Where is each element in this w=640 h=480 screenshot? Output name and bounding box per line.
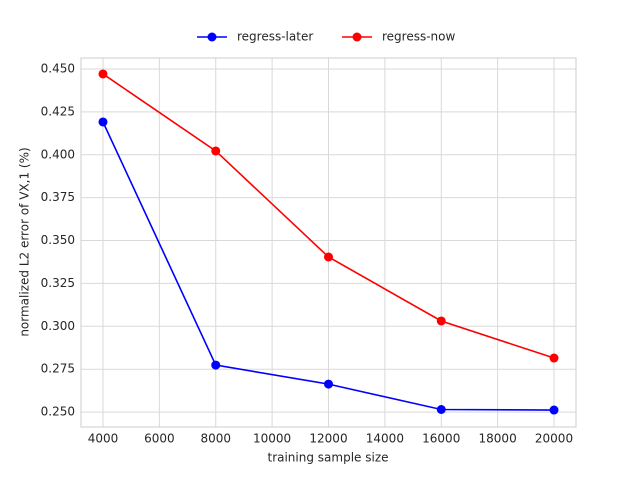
x-axis-label: training sample size <box>267 451 388 465</box>
point <box>211 146 221 156</box>
legend-label: regress-later <box>237 30 313 44</box>
point <box>549 353 559 363</box>
x-tick-label: 16000 <box>422 432 460 446</box>
y-tick-label: 0.400 <box>41 147 75 161</box>
point <box>324 252 333 262</box>
point <box>98 69 108 79</box>
y-tick-label: 0.425 <box>41 104 75 118</box>
y-tick-label: 0.375 <box>41 190 75 204</box>
x-tick-label: 20000 <box>535 432 573 446</box>
y-tick-label: 0.275 <box>41 362 75 376</box>
y-tick-label: 0.250 <box>41 405 75 419</box>
point <box>211 360 221 370</box>
y-axis-label: normalized L2 error of VX,1 (%) <box>18 147 32 336</box>
y-tick-label: 0.450 <box>41 61 75 75</box>
legend-label: regress-now <box>382 30 456 44</box>
x-tick-label: 6000 <box>144 432 175 446</box>
point <box>98 117 108 127</box>
point <box>436 316 446 326</box>
legend-marker <box>352 32 362 42</box>
y-tick-label: 0.300 <box>41 319 75 333</box>
x-tick-label: 10000 <box>253 432 291 446</box>
x-tick-label: 18000 <box>479 432 517 446</box>
x-tick-label: 4000 <box>88 432 119 446</box>
point <box>324 379 333 389</box>
x-tick-label: 14000 <box>366 432 404 446</box>
y-tick-label: 0.325 <box>41 276 75 290</box>
plot-frame <box>80 57 577 428</box>
x-tick-label: 8000 <box>200 432 231 446</box>
point <box>436 405 446 415</box>
point <box>549 405 559 415</box>
legend-marker <box>207 32 217 42</box>
y-tick-label: 0.350 <box>41 233 75 247</box>
x-tick-label: 12000 <box>309 432 347 446</box>
